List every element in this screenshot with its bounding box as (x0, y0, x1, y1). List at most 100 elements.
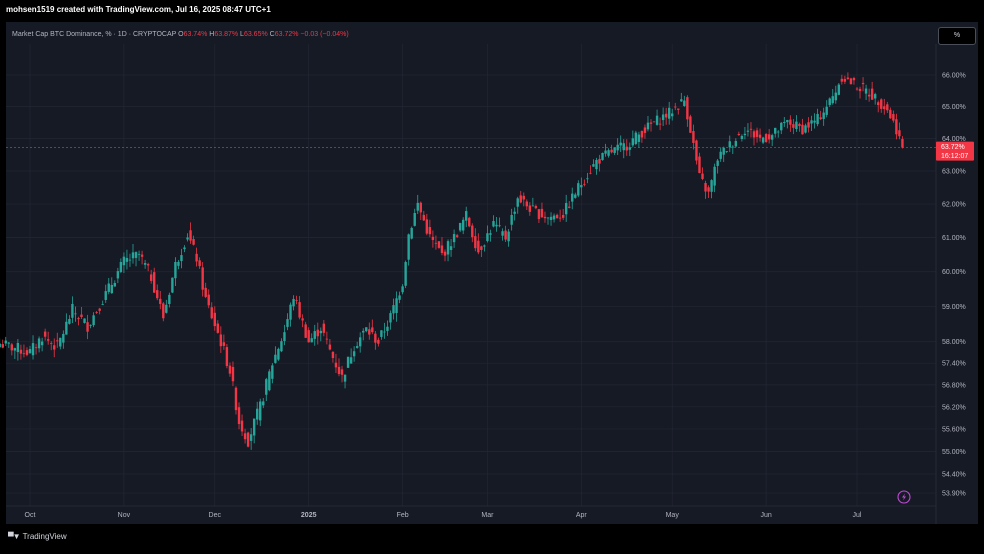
candle (498, 217, 501, 228)
candle (46, 331, 50, 345)
candle (689, 114, 692, 133)
candle (474, 228, 477, 252)
candle (68, 315, 71, 325)
candle (413, 208, 416, 227)
candle (843, 75, 847, 85)
candle (337, 358, 341, 377)
candle (731, 145, 734, 155)
candle (401, 284, 404, 295)
y-tick-label: 63.00% (942, 169, 966, 176)
brand-label: TradingView (22, 532, 67, 541)
candle (346, 356, 350, 368)
candle (755, 127, 759, 143)
y-tick-label: 61.00% (942, 235, 966, 242)
candle (249, 428, 253, 450)
candle (146, 262, 150, 272)
candle (50, 341, 53, 351)
candle (764, 132, 768, 143)
candle (53, 338, 56, 358)
y-tick-label: 59.00% (942, 304, 966, 311)
candle (531, 197, 535, 207)
candle (283, 324, 286, 346)
candle (589, 165, 592, 175)
candle (265, 377, 268, 401)
candle (398, 291, 401, 304)
candle (522, 192, 525, 207)
candle (807, 117, 810, 133)
candle (119, 258, 123, 274)
candle (834, 85, 837, 104)
price-tag: 63.72% 16:12:07 (936, 141, 974, 161)
candle (237, 402, 241, 430)
candle (507, 229, 510, 247)
candle (543, 211, 547, 223)
candle (234, 386, 238, 415)
candle (637, 131, 641, 148)
candle (262, 398, 265, 409)
candle (513, 207, 516, 221)
candle (555, 213, 559, 219)
candle (71, 296, 74, 323)
candle (280, 338, 283, 353)
candle (849, 77, 853, 85)
y-tick-label: 62.00% (942, 202, 966, 209)
chart-panel[interactable] (6, 22, 978, 524)
percent-scale-button[interactable]: % (938, 27, 976, 45)
candle (80, 306, 83, 320)
candle (534, 204, 538, 210)
candle (113, 280, 117, 287)
candle (819, 110, 822, 121)
candle (743, 126, 747, 140)
candle (749, 122, 753, 138)
x-tick-label: Oct (25, 512, 36, 519)
legend-change: −0.03 (−0.04%) (300, 31, 349, 38)
candle (649, 119, 653, 132)
candle (761, 136, 765, 145)
x-tick-label: Apr (576, 512, 588, 519)
candle (734, 138, 738, 148)
candle (404, 260, 407, 289)
x-tick-label: Jun (760, 512, 771, 519)
candle (777, 130, 780, 138)
candle (37, 336, 41, 353)
candle (677, 108, 680, 115)
candle (159, 290, 162, 310)
candle (325, 331, 329, 345)
candle (410, 226, 413, 240)
candle (56, 332, 59, 348)
candle (789, 115, 792, 132)
candle (886, 101, 889, 114)
candle (186, 233, 189, 242)
candle (331, 351, 335, 363)
candle (101, 300, 104, 306)
candle (816, 108, 819, 127)
tradingview-brand[interactable]: ▀▼ TradingView (8, 532, 67, 541)
y-tick-label: 65.00% (942, 104, 966, 111)
candle (304, 321, 307, 338)
lightning-icon[interactable] (897, 490, 911, 504)
candle (104, 284, 107, 303)
candle (737, 131, 741, 136)
legend-symbol: Market Cap BTC Dominance, % · 1D · CRYPT… (12, 31, 177, 38)
candle (371, 319, 374, 335)
y-tick-label: 54.40% (942, 472, 966, 479)
candle (165, 299, 168, 314)
candle (746, 123, 750, 137)
candle (619, 135, 622, 153)
candle (225, 344, 229, 369)
candle (246, 431, 250, 448)
candle (698, 152, 701, 174)
candle (537, 208, 541, 224)
candle (277, 347, 280, 361)
candle (389, 310, 392, 330)
candle (128, 253, 132, 267)
candle (95, 310, 98, 314)
candle (395, 291, 398, 322)
candle (707, 185, 710, 199)
candle (564, 194, 568, 222)
candle (870, 81, 874, 100)
candle (216, 320, 220, 334)
y-tick-label: 60.00% (942, 269, 966, 276)
candle (889, 107, 892, 119)
